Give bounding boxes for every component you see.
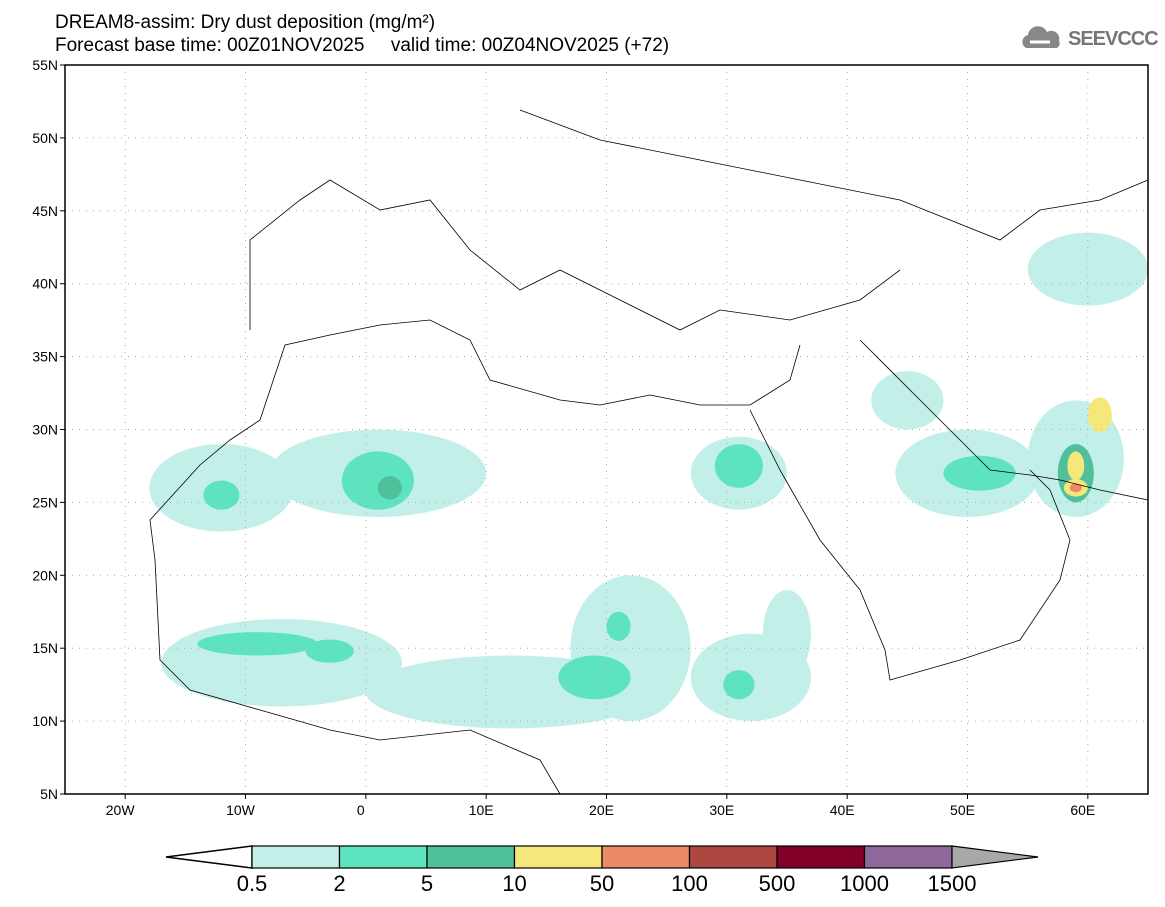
colorbar-label: 500	[759, 871, 796, 896]
colorbar-under-arrow	[165, 845, 253, 869]
lon-label: 40E	[830, 802, 855, 818]
dust-area	[203, 480, 240, 510]
colorbar-label: 1000	[840, 871, 889, 896]
dust-area	[871, 371, 944, 430]
dust-area	[558, 655, 631, 700]
lat-label: 5N	[40, 786, 58, 802]
dust-area	[197, 632, 318, 656]
lat-label: 55N	[32, 57, 58, 73]
colorbar-segment	[338, 845, 428, 869]
lon-label: 10E	[469, 802, 494, 818]
dust-area	[762, 589, 812, 678]
lon-label: 50E	[950, 802, 975, 818]
colorbar-label: 2	[333, 871, 345, 896]
dust-area	[606, 611, 631, 641]
dust-area	[1069, 483, 1082, 493]
lat-label: 45N	[32, 203, 58, 219]
colorbar-segment	[776, 845, 866, 869]
colorbar-segment	[863, 845, 953, 869]
colorbar-segment	[688, 845, 778, 869]
dust-area	[1087, 397, 1112, 433]
lon-label: 20E	[589, 802, 614, 818]
lon-label: 10W	[226, 802, 256, 818]
dust-area	[570, 575, 691, 722]
lon-label: 60E	[1070, 802, 1095, 818]
colorbar-segment	[601, 845, 691, 869]
colorbar: 0.5 2 5 10 50 100 500 1000 1500	[165, 845, 1039, 896]
lon-label: 0	[357, 802, 365, 818]
dust-area	[341, 451, 414, 510]
lat-label: 50N	[32, 130, 58, 146]
colorbar-label: 10	[502, 871, 526, 896]
lon-label: 20W	[106, 802, 136, 818]
dust-area	[723, 670, 755, 700]
colorbar-segment	[426, 845, 516, 869]
colorbar-label: 100	[671, 871, 708, 896]
lat-label: 15N	[32, 640, 58, 656]
colorbar-label: 1500	[928, 871, 977, 896]
colorbar-label: 50	[590, 871, 614, 896]
lat-label: 40N	[32, 276, 58, 292]
lon-label: 30E	[709, 802, 734, 818]
colorbar-segment	[513, 845, 603, 869]
seevccc-logo: SEEVCCC	[1018, 26, 1159, 52]
cloud-icon	[1022, 26, 1060, 48]
dust-area	[943, 455, 1016, 491]
map-title: DREAM8-assim: Dry dust deposition (mg/m²…	[55, 12, 436, 33]
dust-area	[714, 444, 763, 488]
dust-area	[1027, 232, 1149, 306]
lat-label: 10N	[32, 713, 58, 729]
colorbar-over-arrow	[951, 845, 1039, 869]
colorbar-label: 0.5	[237, 871, 268, 896]
lat-label: 35N	[32, 349, 58, 365]
logo-text: SEEVCCC	[1068, 27, 1159, 50]
colorbar-segment	[251, 845, 341, 869]
lat-label: 30N	[32, 422, 58, 438]
dust-area	[1067, 451, 1085, 481]
map-subtitle: Forecast base time: 00Z01NOV2025 valid t…	[55, 35, 670, 56]
dust-area	[377, 476, 402, 500]
colorbar-label: 5	[421, 871, 433, 896]
lat-label: 20N	[32, 567, 58, 583]
lat-label: 25N	[32, 494, 58, 510]
dust-area	[305, 639, 354, 663]
coastlines	[149, 109, 1149, 795]
